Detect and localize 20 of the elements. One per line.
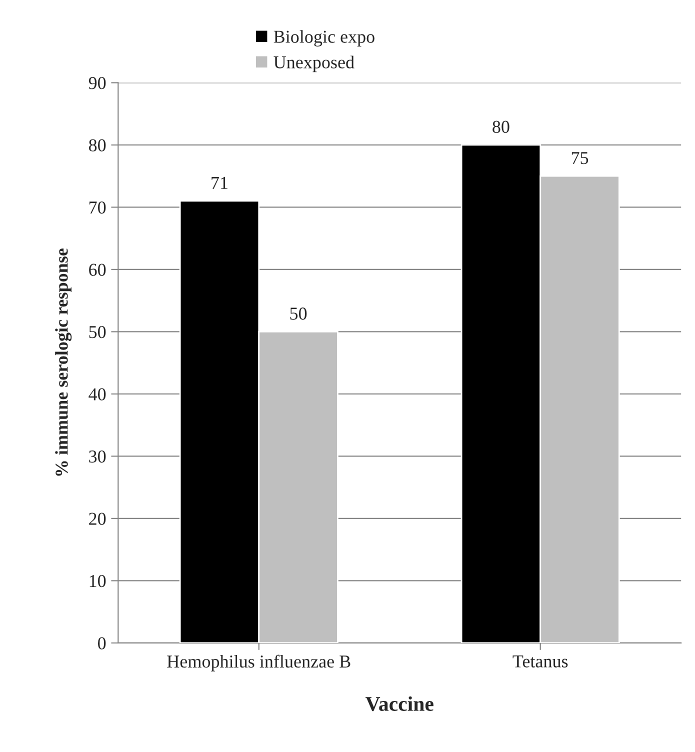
data-label: 80 (492, 120, 510, 133)
data-label: 71 (212, 176, 228, 189)
y-axis-title: % immune serologic response (55, 248, 72, 476)
y-tick-label: 90 (88, 76, 106, 90)
y-tick-label: 0 (98, 637, 106, 650)
y-tick-label: 10 (90, 574, 106, 588)
y-tick-label: 20 (89, 512, 106, 525)
y-tick-label: 40 (88, 388, 106, 400)
x-tick-label: Tetanus (512, 655, 568, 668)
y-tick-label: 60 (89, 264, 106, 276)
legend-label: Biologic expo (274, 30, 374, 47)
data-label: 50 (290, 308, 307, 320)
legend-label: Unexposed (274, 56, 354, 72)
x-tick-label: Hemophilus influenzae B (167, 654, 350, 672)
y-tick-label: 30 (89, 450, 106, 463)
data-label: 75 (572, 152, 588, 164)
y-tick-label: 50 (89, 326, 106, 338)
y-tick-label: 70 (89, 201, 106, 214)
x-axis-title: Vaccine (366, 696, 434, 712)
y-tick-label: 80 (88, 139, 106, 152)
